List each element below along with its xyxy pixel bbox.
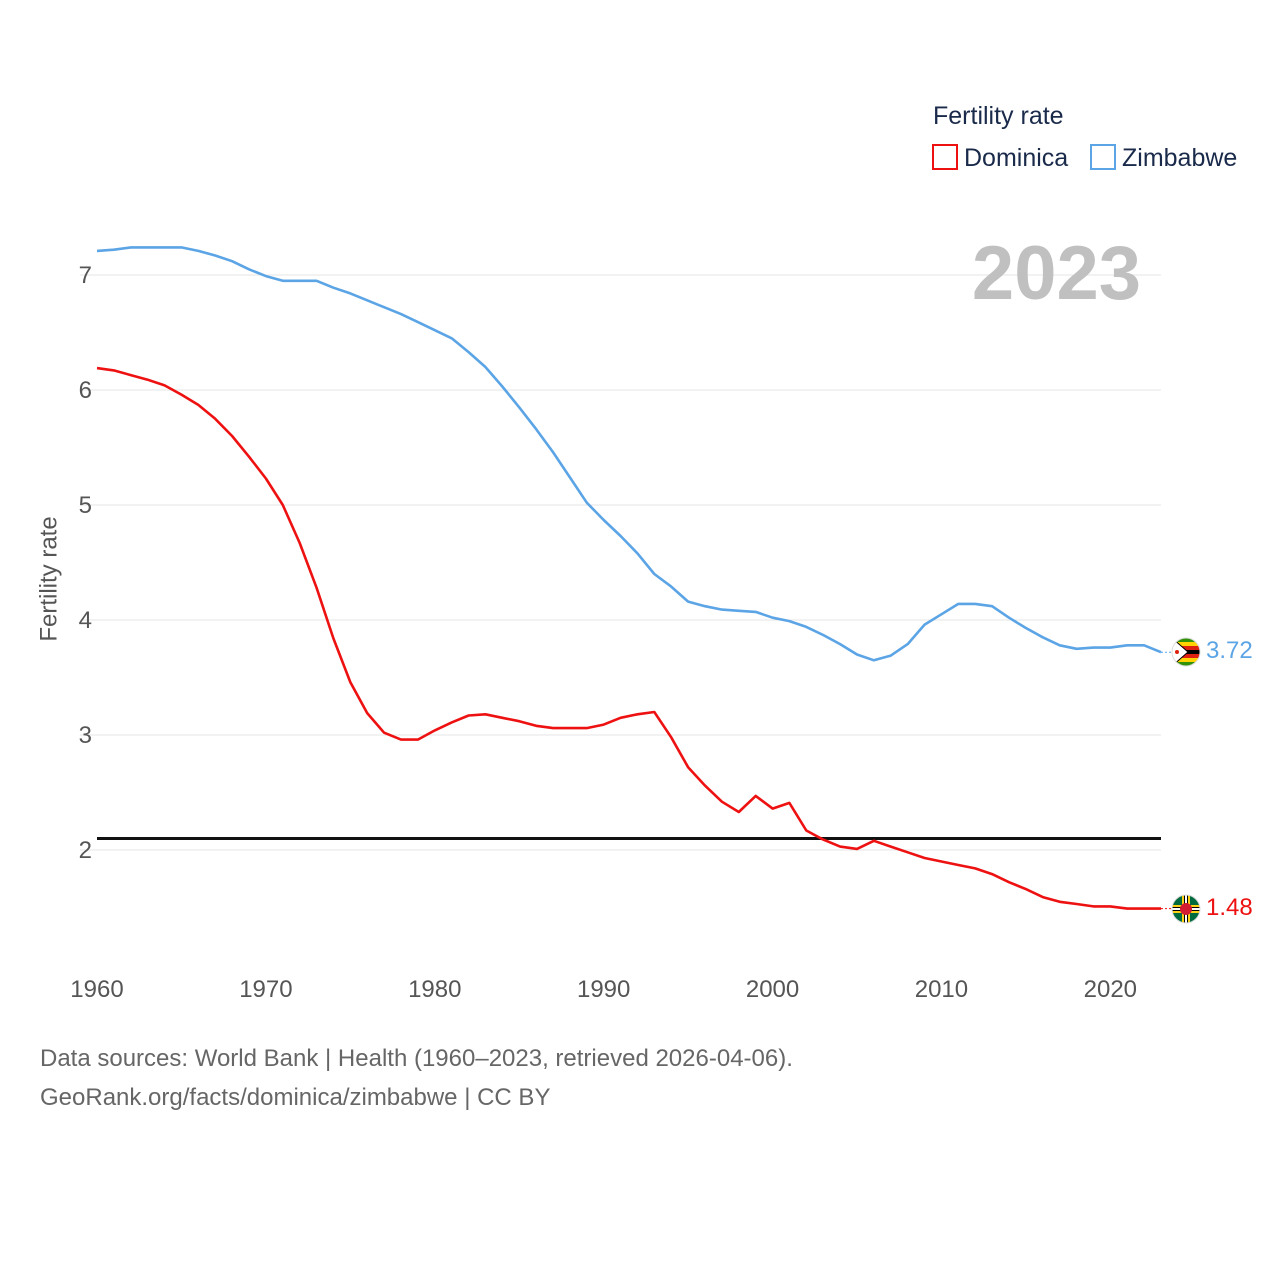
legend-label-zimbabwe: Zimbabwe xyxy=(1122,144,1237,172)
y-tick-7: 7 xyxy=(79,262,92,289)
y-tick-4: 4 xyxy=(79,607,92,634)
attribution-line: GeoRank.org/facts/dominica/zimbabwe | CC… xyxy=(40,1084,551,1111)
x-tick-2010: 2010 xyxy=(915,976,968,1003)
x-tick-1960: 1960 xyxy=(70,976,123,1003)
zimbabwe-flag-border xyxy=(1171,637,1201,667)
x-tick-1980: 1980 xyxy=(408,976,461,1003)
legend-title: Fertility rate xyxy=(933,102,1064,130)
dominica-flag-icon xyxy=(1172,895,1200,923)
source-line: Data sources: World Bank | Health (1960–… xyxy=(40,1045,793,1072)
y-axis-title: Fertility rate xyxy=(35,516,62,641)
legend: Fertility rate Dominica Zimbabwe xyxy=(932,102,1237,172)
legend-label-dominica: Dominica xyxy=(964,144,1068,172)
y-tick-5: 5 xyxy=(79,492,92,519)
grid-lines xyxy=(80,274,1161,851)
x-axis-ticks: 1960 1970 1980 1990 2000 2010 2020 xyxy=(70,976,1137,1003)
zimbabwe-flag-icon xyxy=(1172,638,1200,666)
x-tick-2000: 2000 xyxy=(746,976,799,1003)
year-label: 2023 xyxy=(972,231,1141,316)
legend-swatch-dominica xyxy=(932,144,958,170)
series-line-zimbabwe xyxy=(96,246,1162,662)
end-label-dominica: 1.48 xyxy=(1206,894,1253,921)
end-label-zimbabwe: 3.72 xyxy=(1206,637,1253,664)
x-tick-2020: 2020 xyxy=(1084,976,1137,1003)
y-tick-2: 2 xyxy=(79,837,92,864)
dominica-flag-border xyxy=(1171,894,1201,924)
x-tick-1970: 1970 xyxy=(239,976,292,1003)
series-line-dominica xyxy=(96,366,1161,910)
legend-swatch-zimbabwe xyxy=(1090,144,1116,170)
y-tick-6: 6 xyxy=(79,377,92,404)
series-lines xyxy=(96,246,1172,910)
y-axis-ticks: 2 3 4 5 6 7 xyxy=(79,262,92,864)
x-tick-1990: 1990 xyxy=(577,976,630,1003)
y-tick-3: 3 xyxy=(79,722,92,749)
